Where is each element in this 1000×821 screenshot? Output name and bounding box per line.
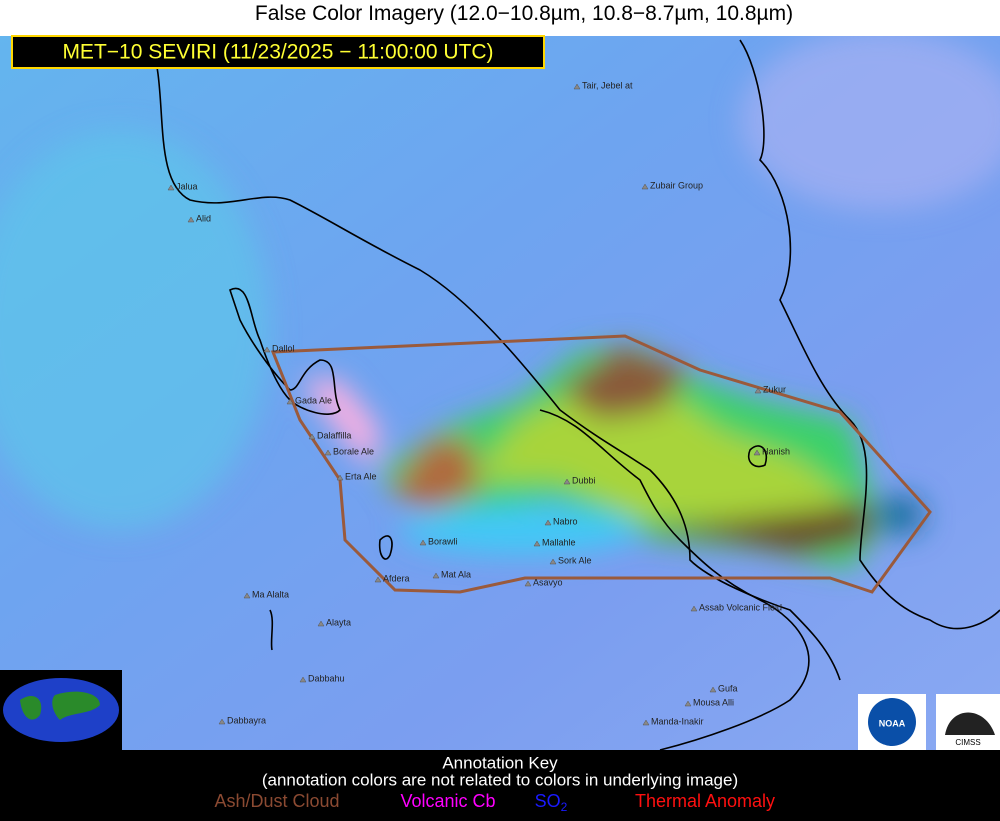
volcano-label: Erta Ale [345, 471, 377, 481]
legend-label: Thermal Anomaly [635, 791, 775, 811]
volcano-marker [218, 718, 226, 725]
subtitle: MET−10 SEVIRI (11/23/2025 − 11:00:00 UTC… [62, 41, 493, 64]
volcano-marker [374, 576, 382, 583]
legend-label: Ash/Dust Cloud [214, 791, 339, 811]
volcano-label: Gada Ale [295, 395, 332, 405]
volcano-marker [167, 184, 175, 191]
volcano-marker [243, 592, 251, 599]
volcano-marker [317, 620, 325, 627]
volcano-label: Dallol [272, 343, 295, 353]
legend-item: Ash/Dust Cloud [214, 791, 339, 811]
volcano-marker [432, 572, 440, 579]
volcano-label: Zukur [763, 384, 786, 394]
volcano-label: Borale Ale [333, 446, 374, 456]
annotation-key-title: Annotation Key [442, 753, 558, 772]
volcano-label: Dalaffilla [317, 430, 351, 440]
globe-inset [0, 670, 122, 750]
volcano-marker [754, 387, 762, 394]
volcano-marker [563, 478, 571, 485]
cimss-text: CIMSS [955, 738, 980, 747]
volcano-label: Assab Volcanic Field [699, 602, 782, 612]
volcano-marker [308, 433, 316, 440]
volcano-label: Afdera [383, 573, 410, 583]
volcano-label: Alid [196, 213, 211, 223]
volcano-label: Nabro [553, 516, 578, 526]
volcano-label: Asavyo [533, 577, 563, 587]
volcano-marker [419, 539, 427, 546]
volcano-marker [324, 449, 332, 456]
coastlines [149, 39, 1000, 751]
volcano-marker [684, 700, 692, 707]
volcano-label: Manda-Inakir [651, 716, 704, 726]
legend-label: SO [535, 791, 561, 811]
cimss-logo: CIMSS [936, 694, 1000, 750]
volcano-marker [286, 398, 294, 405]
volcano-label: Jalua [176, 181, 198, 191]
title-bar [0, 0, 1000, 36]
volcano-label: Dubbi [572, 475, 596, 485]
noaa-text: NOAA [879, 718, 906, 728]
ash-cloud-outline [270, 334, 932, 594]
volcano-marker [753, 449, 761, 456]
legend-subscript: 2 [561, 800, 568, 814]
volcano-label: Hanish [762, 446, 790, 456]
volcano-marker [187, 216, 195, 223]
legend-item: SO2 [535, 791, 568, 814]
legend-item: Volcanic Cb [400, 791, 495, 811]
subtitle-box [11, 35, 545, 69]
volcano-label: Mallahle [542, 537, 576, 547]
annotation-key-panel [0, 750, 1000, 821]
volcano-marker [299, 676, 307, 683]
volcano-label: Alayta [326, 617, 351, 627]
volcano-label: Mousa Alli [693, 697, 734, 707]
volcano-marker [690, 605, 698, 612]
noaa-logo: NOAA [858, 694, 926, 750]
volcano-label: Mat Ala [441, 569, 471, 579]
volcano-marker [533, 540, 541, 547]
legend-label: Volcanic Cb [400, 791, 495, 811]
volcano-label: Ma Alalta [252, 589, 289, 599]
volcano-label: Sork Ale [558, 555, 592, 565]
volcano-marker [641, 183, 649, 190]
volcano-label: Dabbahu [308, 673, 345, 683]
volcano-label: Dabbayra [227, 715, 266, 725]
volcano-label: Tair, Jebel at [582, 80, 633, 90]
annotation-key-note: (annotation colors are not related to co… [262, 770, 738, 789]
volcano-label: Zubair Group [650, 180, 703, 190]
volcano-marker [573, 83, 581, 90]
volcano-marker [642, 719, 650, 726]
volcano-marker [336, 474, 344, 481]
title: False Color Imagery (12.0−10.8µm, 10.8−8… [255, 2, 793, 25]
volcano-label: Borawli [428, 536, 458, 546]
legend-item: Thermal Anomaly [635, 791, 775, 811]
volcano-marker [549, 558, 557, 565]
volcano-marker [524, 580, 532, 587]
volcano-marker [544, 519, 552, 526]
volcano-label: Gufa [718, 683, 738, 693]
volcano-marker [263, 346, 271, 353]
volcano-marker [709, 686, 717, 693]
